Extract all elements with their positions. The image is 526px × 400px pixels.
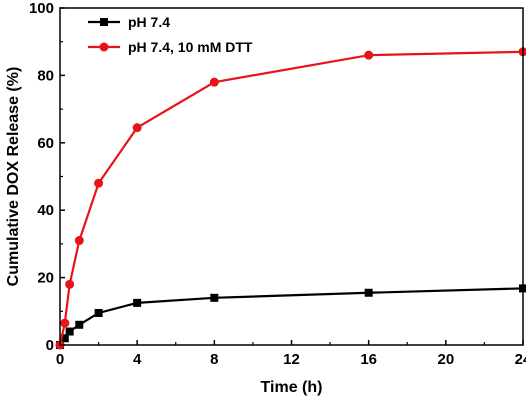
data-point	[74, 236, 84, 246]
data-point	[209, 77, 219, 87]
y-tick-label: 80	[37, 67, 54, 84]
data-point	[65, 279, 75, 289]
y-axis-title: Cumulative DOX Release (%)	[5, 67, 22, 287]
y-tick-label: 20	[37, 270, 54, 287]
data-point	[364, 50, 374, 60]
data-point	[94, 178, 104, 188]
x-tick-label: 24	[515, 351, 526, 368]
x-tick-label: 20	[437, 351, 454, 368]
data-point	[364, 288, 373, 297]
y-tick-label: 40	[37, 202, 54, 219]
legend: pH 7.4 pH 7.4, 10 mM DTT	[88, 14, 253, 55]
x-axis-title: Time (h)	[261, 379, 323, 396]
data-point	[210, 293, 219, 302]
data-point	[132, 123, 142, 133]
x-tick-label: 16	[360, 351, 377, 368]
data-point	[94, 308, 103, 317]
legend-marker-ph74-dtt	[99, 42, 109, 52]
legend-label-ph74-dtt: pH 7.4, 10 mM DTT	[128, 39, 253, 55]
series-layer	[55, 47, 526, 350]
legend-marker-ph74	[100, 18, 108, 26]
x-tick-label: 12	[283, 351, 300, 368]
y-tick-label: 100	[29, 0, 54, 17]
data-point	[60, 318, 70, 328]
data-point	[133, 298, 142, 307]
x-tick-label: 4	[133, 351, 142, 368]
plot-frame	[59, 7, 524, 346]
series-line-1	[58, 50, 524, 346]
data-point	[65, 327, 74, 336]
y-tick-label: 0	[46, 337, 54, 354]
data-point	[60, 334, 69, 343]
x-tick-label: 0	[56, 351, 64, 368]
data-point	[75, 320, 84, 329]
series-line-0	[59, 287, 524, 346]
y-tick-label: 60	[37, 135, 54, 152]
x-tick-label: 8	[210, 351, 218, 368]
legend-label-ph74: pH 7.4	[128, 14, 170, 30]
